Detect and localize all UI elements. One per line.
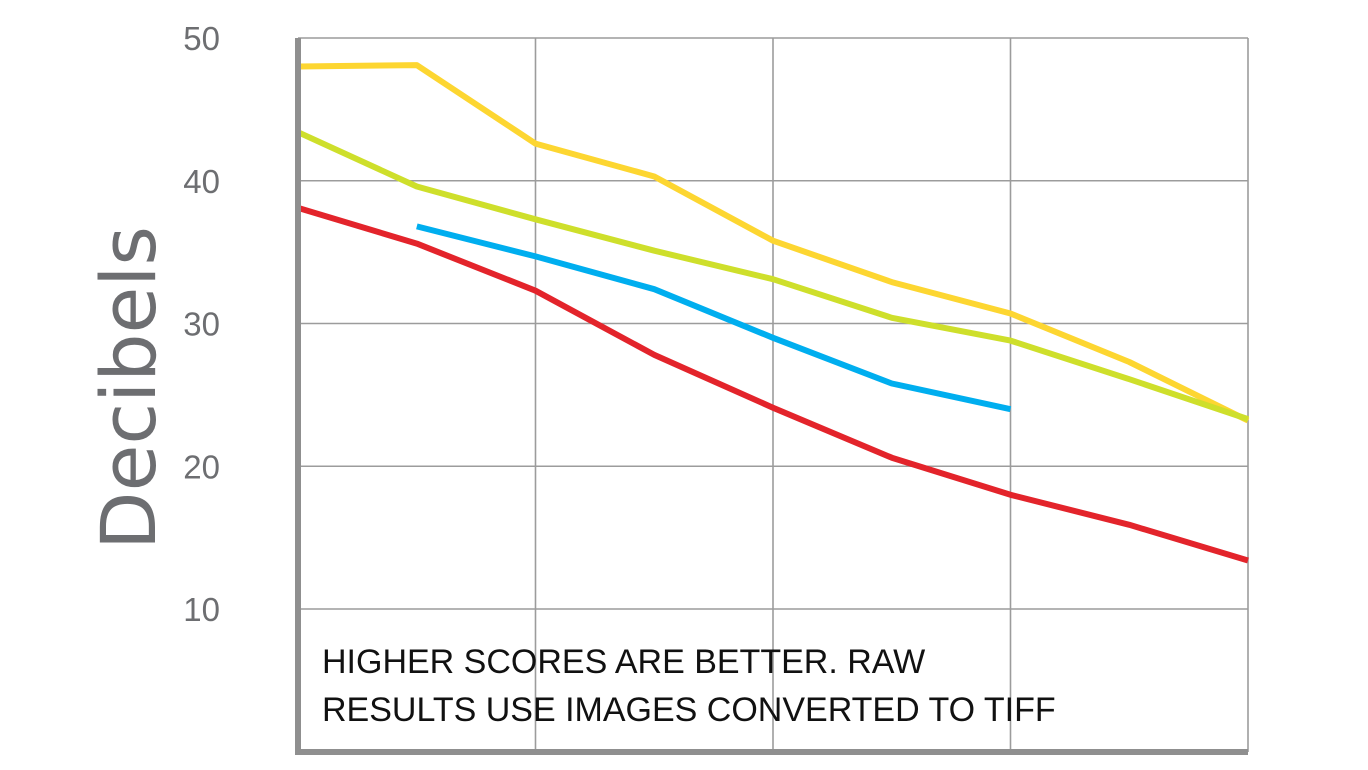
y-tick-label-30: 30 bbox=[183, 306, 220, 343]
y-tick-label-50: 50 bbox=[183, 20, 220, 57]
y-tick-label-40: 40 bbox=[183, 163, 220, 200]
series-lines bbox=[296, 62, 1250, 564]
series-line-4 bbox=[297, 205, 1249, 564]
axes bbox=[295, 38, 1248, 755]
y-tick-label-10: 10 bbox=[183, 591, 220, 628]
series-line-1 bbox=[297, 62, 1250, 424]
series-line-2 bbox=[296, 129, 1249, 422]
y-tick-label-20: 20 bbox=[183, 448, 220, 485]
annotation-line-2: RESULTS USE IMAGES CONVERTED TO TIFF bbox=[322, 691, 1056, 729]
series-line-3 bbox=[416, 223, 1012, 413]
annotation-line-1: HIGHER SCORES ARE BETTER. RAW bbox=[322, 643, 925, 681]
grid bbox=[298, 37, 1249, 752]
y-axis-label: Decibels bbox=[84, 226, 173, 550]
y-tick-labels: 10 20 30 40 50 bbox=[183, 20, 220, 628]
